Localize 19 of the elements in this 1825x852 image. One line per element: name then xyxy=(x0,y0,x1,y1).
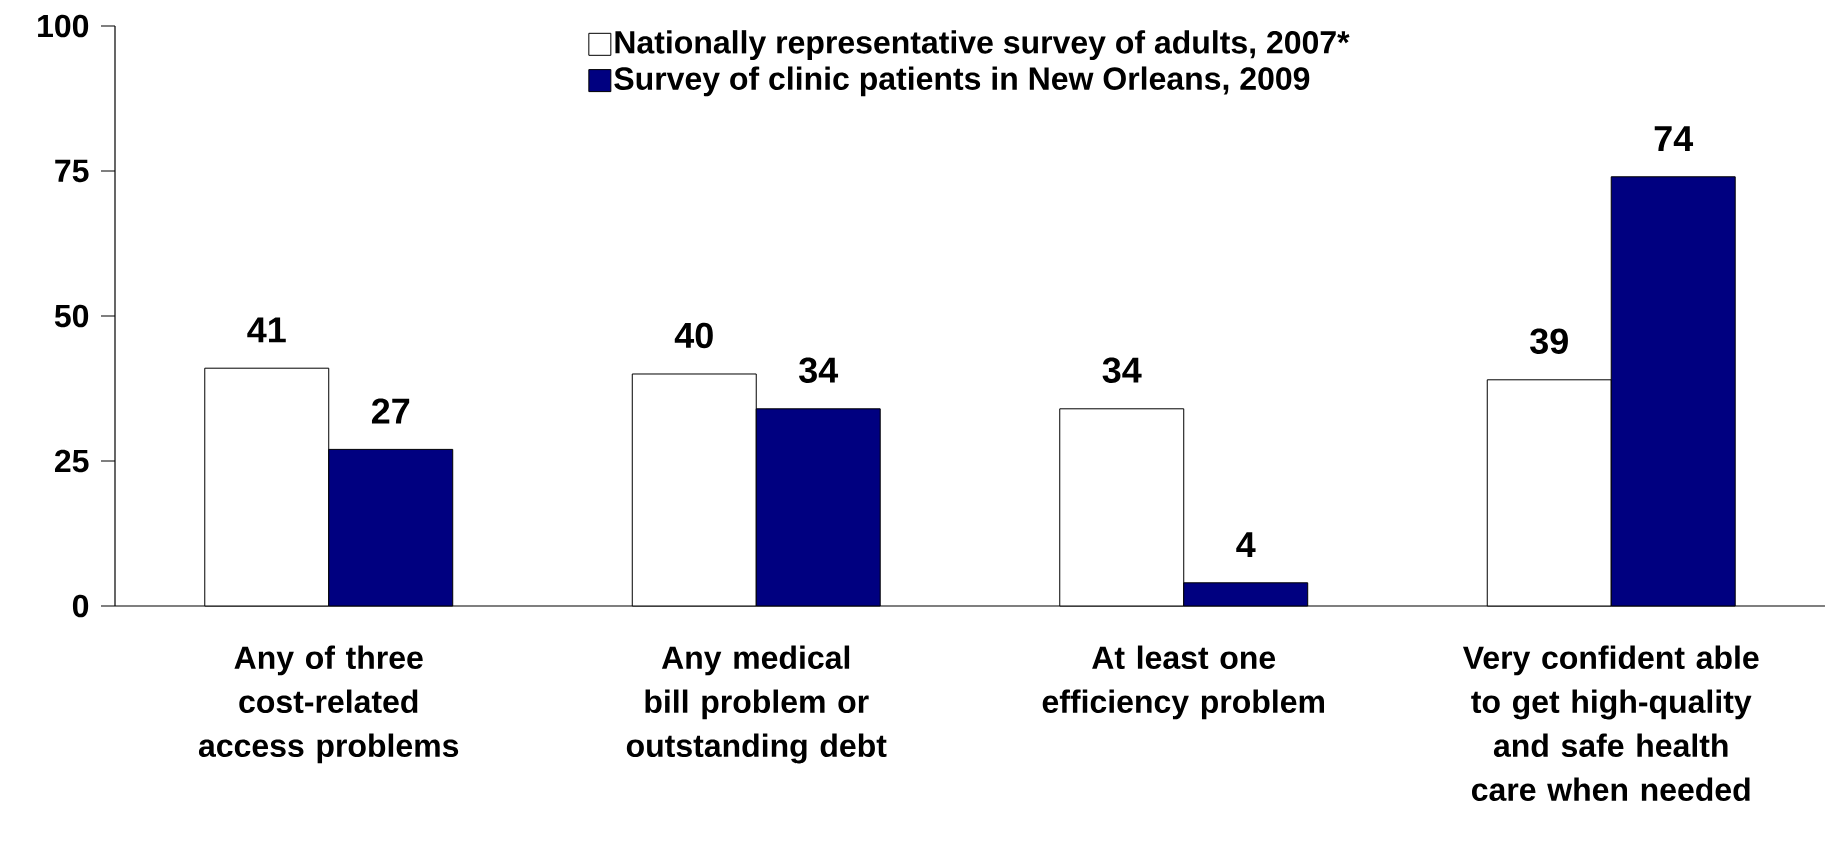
y-tick-label: 75 xyxy=(55,159,89,183)
x-tick-label: At least one efficiency problem xyxy=(1042,645,1324,720)
y-tick-label: 25 xyxy=(54,449,89,473)
y-tick-label: 0 xyxy=(72,594,89,618)
legend-label: Survey of clinic patients in New Orleans, 2009 xyxy=(614,66,1310,97)
data-label: 34 xyxy=(799,357,839,383)
legend-label: Nationally representative survey of adults, 2007* xyxy=(615,30,1350,61)
data-label: 39 xyxy=(1530,328,1568,354)
data-label: 41 xyxy=(247,317,286,343)
data-label: 4 xyxy=(1236,532,1256,557)
x-tick-label: Very confident able to get high-quality and safe health care when needed xyxy=(1462,645,1759,802)
data-label: 34 xyxy=(1102,357,1142,383)
y-tick-label: 100 xyxy=(38,14,89,38)
data-label: 40 xyxy=(674,322,713,349)
x-tick-label: Any medical bill problem or outstanding debt xyxy=(626,645,887,764)
x-tick-label: Any of three cost-related access problems xyxy=(198,645,459,764)
data-label: 27 xyxy=(371,398,410,424)
data-label: 74 xyxy=(1654,126,1694,151)
y-tick-label: 50 xyxy=(54,304,89,328)
